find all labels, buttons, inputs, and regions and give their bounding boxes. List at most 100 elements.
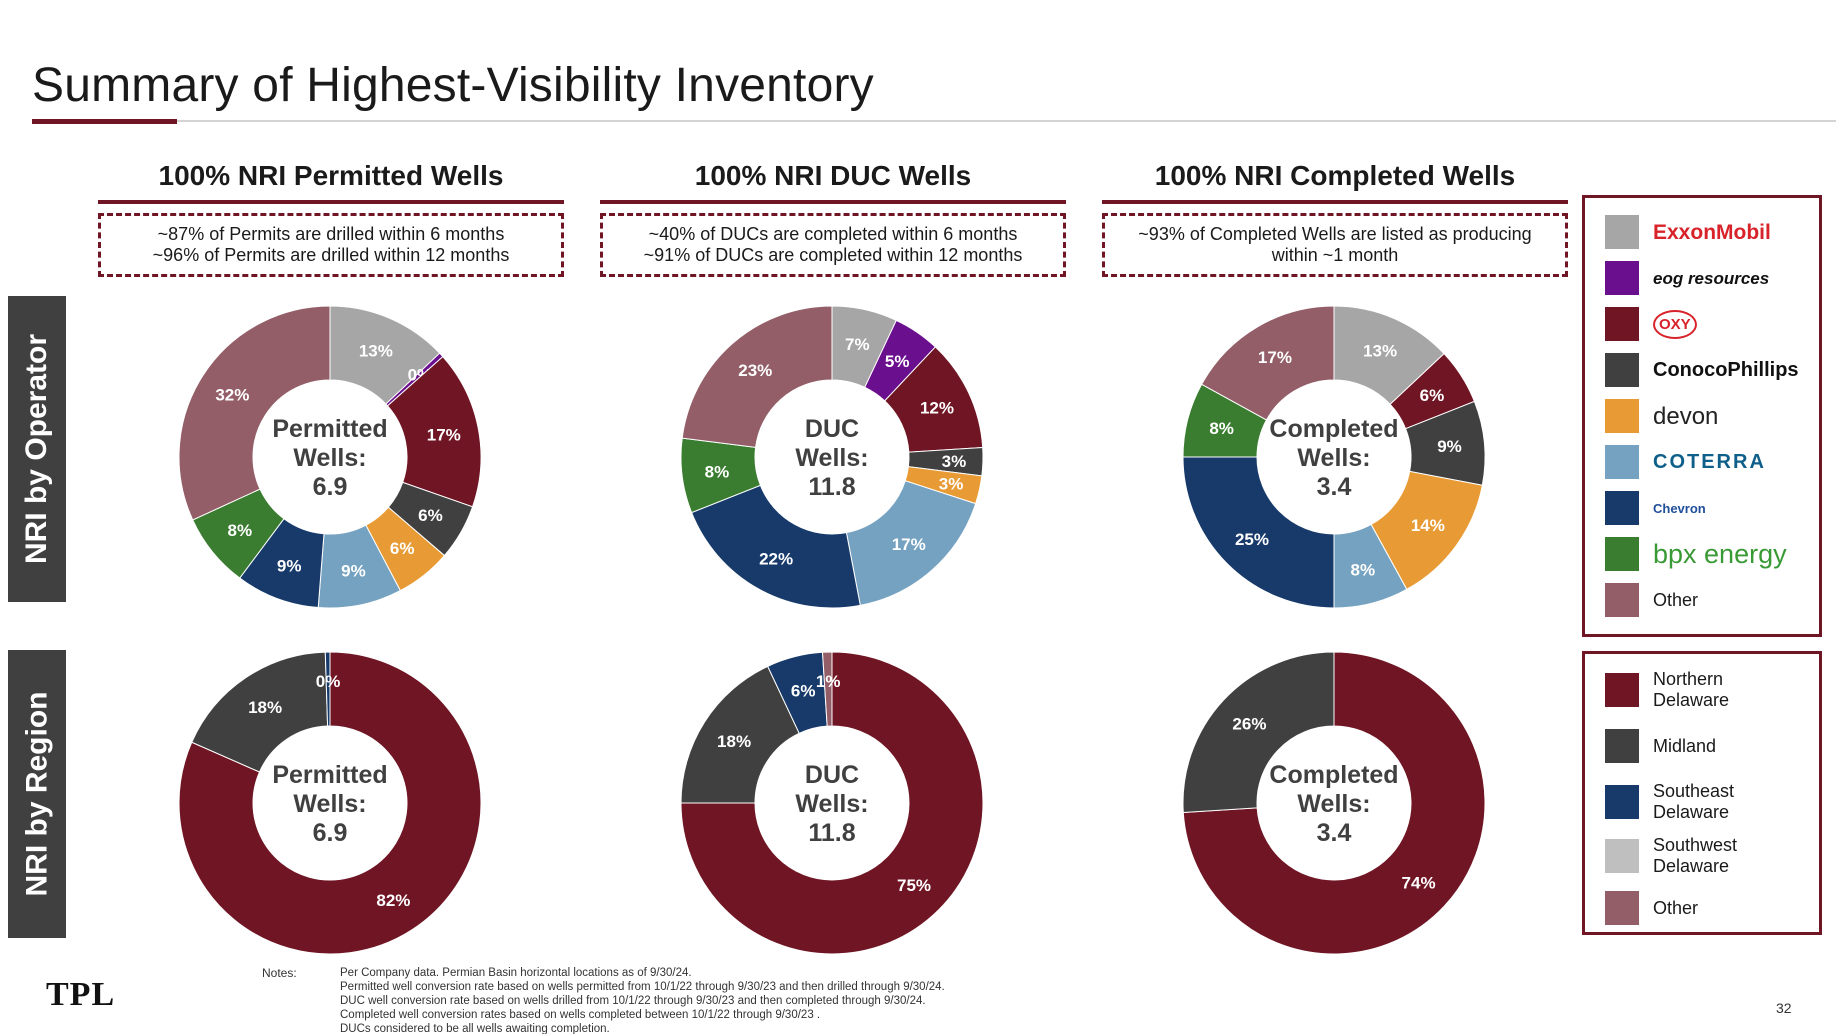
coterra-logo: COTERRA [1653,450,1766,473]
operator-legend: ExxonMobil eog resources OXY ConocoPhill… [1582,195,1822,637]
legend-item-bpx: bpx energy [1605,536,1787,572]
legend-swatch [1605,491,1639,525]
legend-label: Other [1653,897,1699,918]
slice-label: 18% [717,732,751,751]
center-text: DUC [805,415,859,443]
legend-item-oxy: OXY [1605,306,1697,342]
center-text: 3.4 [1317,819,1352,847]
slice-label: 6% [1420,386,1445,405]
donut-hole [1257,380,1411,534]
slice-label: 8% [705,463,730,482]
note-line: ~93% of Completed Wells are listed as pr… [1138,224,1532,244]
donut-hole [253,726,407,880]
slice-label: 1% [816,672,841,691]
slice-label: 22% [759,550,793,569]
legend-swatch [1605,445,1639,479]
slice-label: 9% [277,557,302,576]
note-line: Per Company data. Permian Basin horizont… [340,967,692,979]
conocophillips-logo: ConocoPhillips [1653,358,1799,381]
note-line: Permitted well conversion rate based on … [340,981,945,993]
legend-swatch [1605,537,1639,571]
legend-item-devon: devon [1605,398,1718,434]
legend-label: Southeast Delaware [1653,781,1735,822]
page-number: 32 [1776,1000,1792,1016]
note-line: DUC well conversion rate based on wells … [340,995,926,1007]
legend-swatch [1605,583,1639,617]
note-line: ~91% of DUCs are completed within 12 mon… [643,245,1023,265]
center-text: Wells: [1297,790,1370,818]
chevron-logo: Chevron [1653,500,1706,516]
row-label-region: NRI by Region [8,650,66,938]
slice-label: 75% [897,876,931,895]
center-text: 3.4 [1317,473,1352,501]
center-text: 11.8 [808,473,855,501]
notes: Per Company data. Permian Basin horizont… [340,966,945,1034]
bpx-logo: bpx energy [1653,538,1787,569]
column-header-permitted: 100% NRI Permitted Wells [158,160,504,191]
center-text: Wells: [293,790,366,818]
center-text: Permitted [272,761,387,789]
row-label-operator: NRI by Operator [8,296,66,602]
slice-label: 14% [1411,516,1445,535]
eog-logo: eog resources [1653,268,1770,288]
region-legend: Northern Delaware Midland Southeast Dela… [1582,651,1822,935]
center-text: Wells: [293,444,366,472]
note-line: ~40% of DUCs are completed within 6 mont… [648,224,1018,244]
slice-label: 6% [791,682,816,701]
slice-label: 82% [376,891,410,910]
center-text: Completed [1269,761,1398,789]
legend-swatch [1605,785,1639,819]
slice-label: 8% [1209,419,1234,438]
slice-label: 25% [1235,530,1269,549]
legend-item-region-other: Other [1605,888,1698,928]
legend-swatch [1605,215,1639,249]
slice-label: 26% [1232,715,1266,734]
donut-hole [755,726,909,880]
slice-label: 7% [845,335,870,354]
slice-label: 17% [892,535,926,554]
legend-label: Southwest Delaware [1653,835,1738,876]
legend-item-eog: eog resources [1605,260,1769,296]
note-box-completed: ~93% of Completed Wells are listed as pr… [1102,213,1568,277]
legend-item-other: Other [1605,582,1698,618]
note-line: ~87% of Permits are drilled within 6 mon… [157,224,505,244]
slice-label: 13% [1363,342,1397,361]
slice-label: 13% [359,341,393,360]
slice-label: 0% [316,672,341,691]
slice-label: 32% [215,385,249,404]
slice-label: 8% [228,521,253,540]
note-line: Completed well conversion rates based on… [340,1009,821,1021]
center-text: Wells: [795,444,868,472]
legend-item-chevron: Chevron [1605,490,1706,526]
slice-label: 12% [920,399,954,418]
legend-swatch [1605,307,1639,341]
column-header-completed: 100% NRI Completed Wells [1154,160,1516,191]
legend-item-exxonmobil: ExxonMobil [1605,214,1771,250]
slice-label: 8% [1351,560,1376,579]
column-header-duc: 100% NRI DUC Wells [694,160,972,191]
devon-logo: devon [1653,402,1719,430]
legend-label: Other [1653,589,1699,610]
legend-item-northern-delaware: Northern Delaware [1605,668,1763,712]
slice-label: 9% [341,562,366,581]
center-text: Wells: [1297,444,1370,472]
tpl-logo: TPL [46,976,116,1013]
slice-label: 74% [1402,873,1436,892]
legend-swatch [1605,353,1639,387]
slice-label: 9% [1437,437,1462,456]
slice-label: 17% [427,425,461,444]
center-text: Wells: [795,790,868,818]
note-box-duc: ~40% of DUCs are completed within 6 mont… [600,213,1066,277]
slice-label: 23% [738,361,772,380]
note-line: within ~1 month [1271,245,1399,265]
column-rule-completed [1102,200,1568,204]
slice-label: 3% [939,475,964,494]
title-accent [32,119,177,124]
legend-item-midland: Midland [1605,724,1716,768]
